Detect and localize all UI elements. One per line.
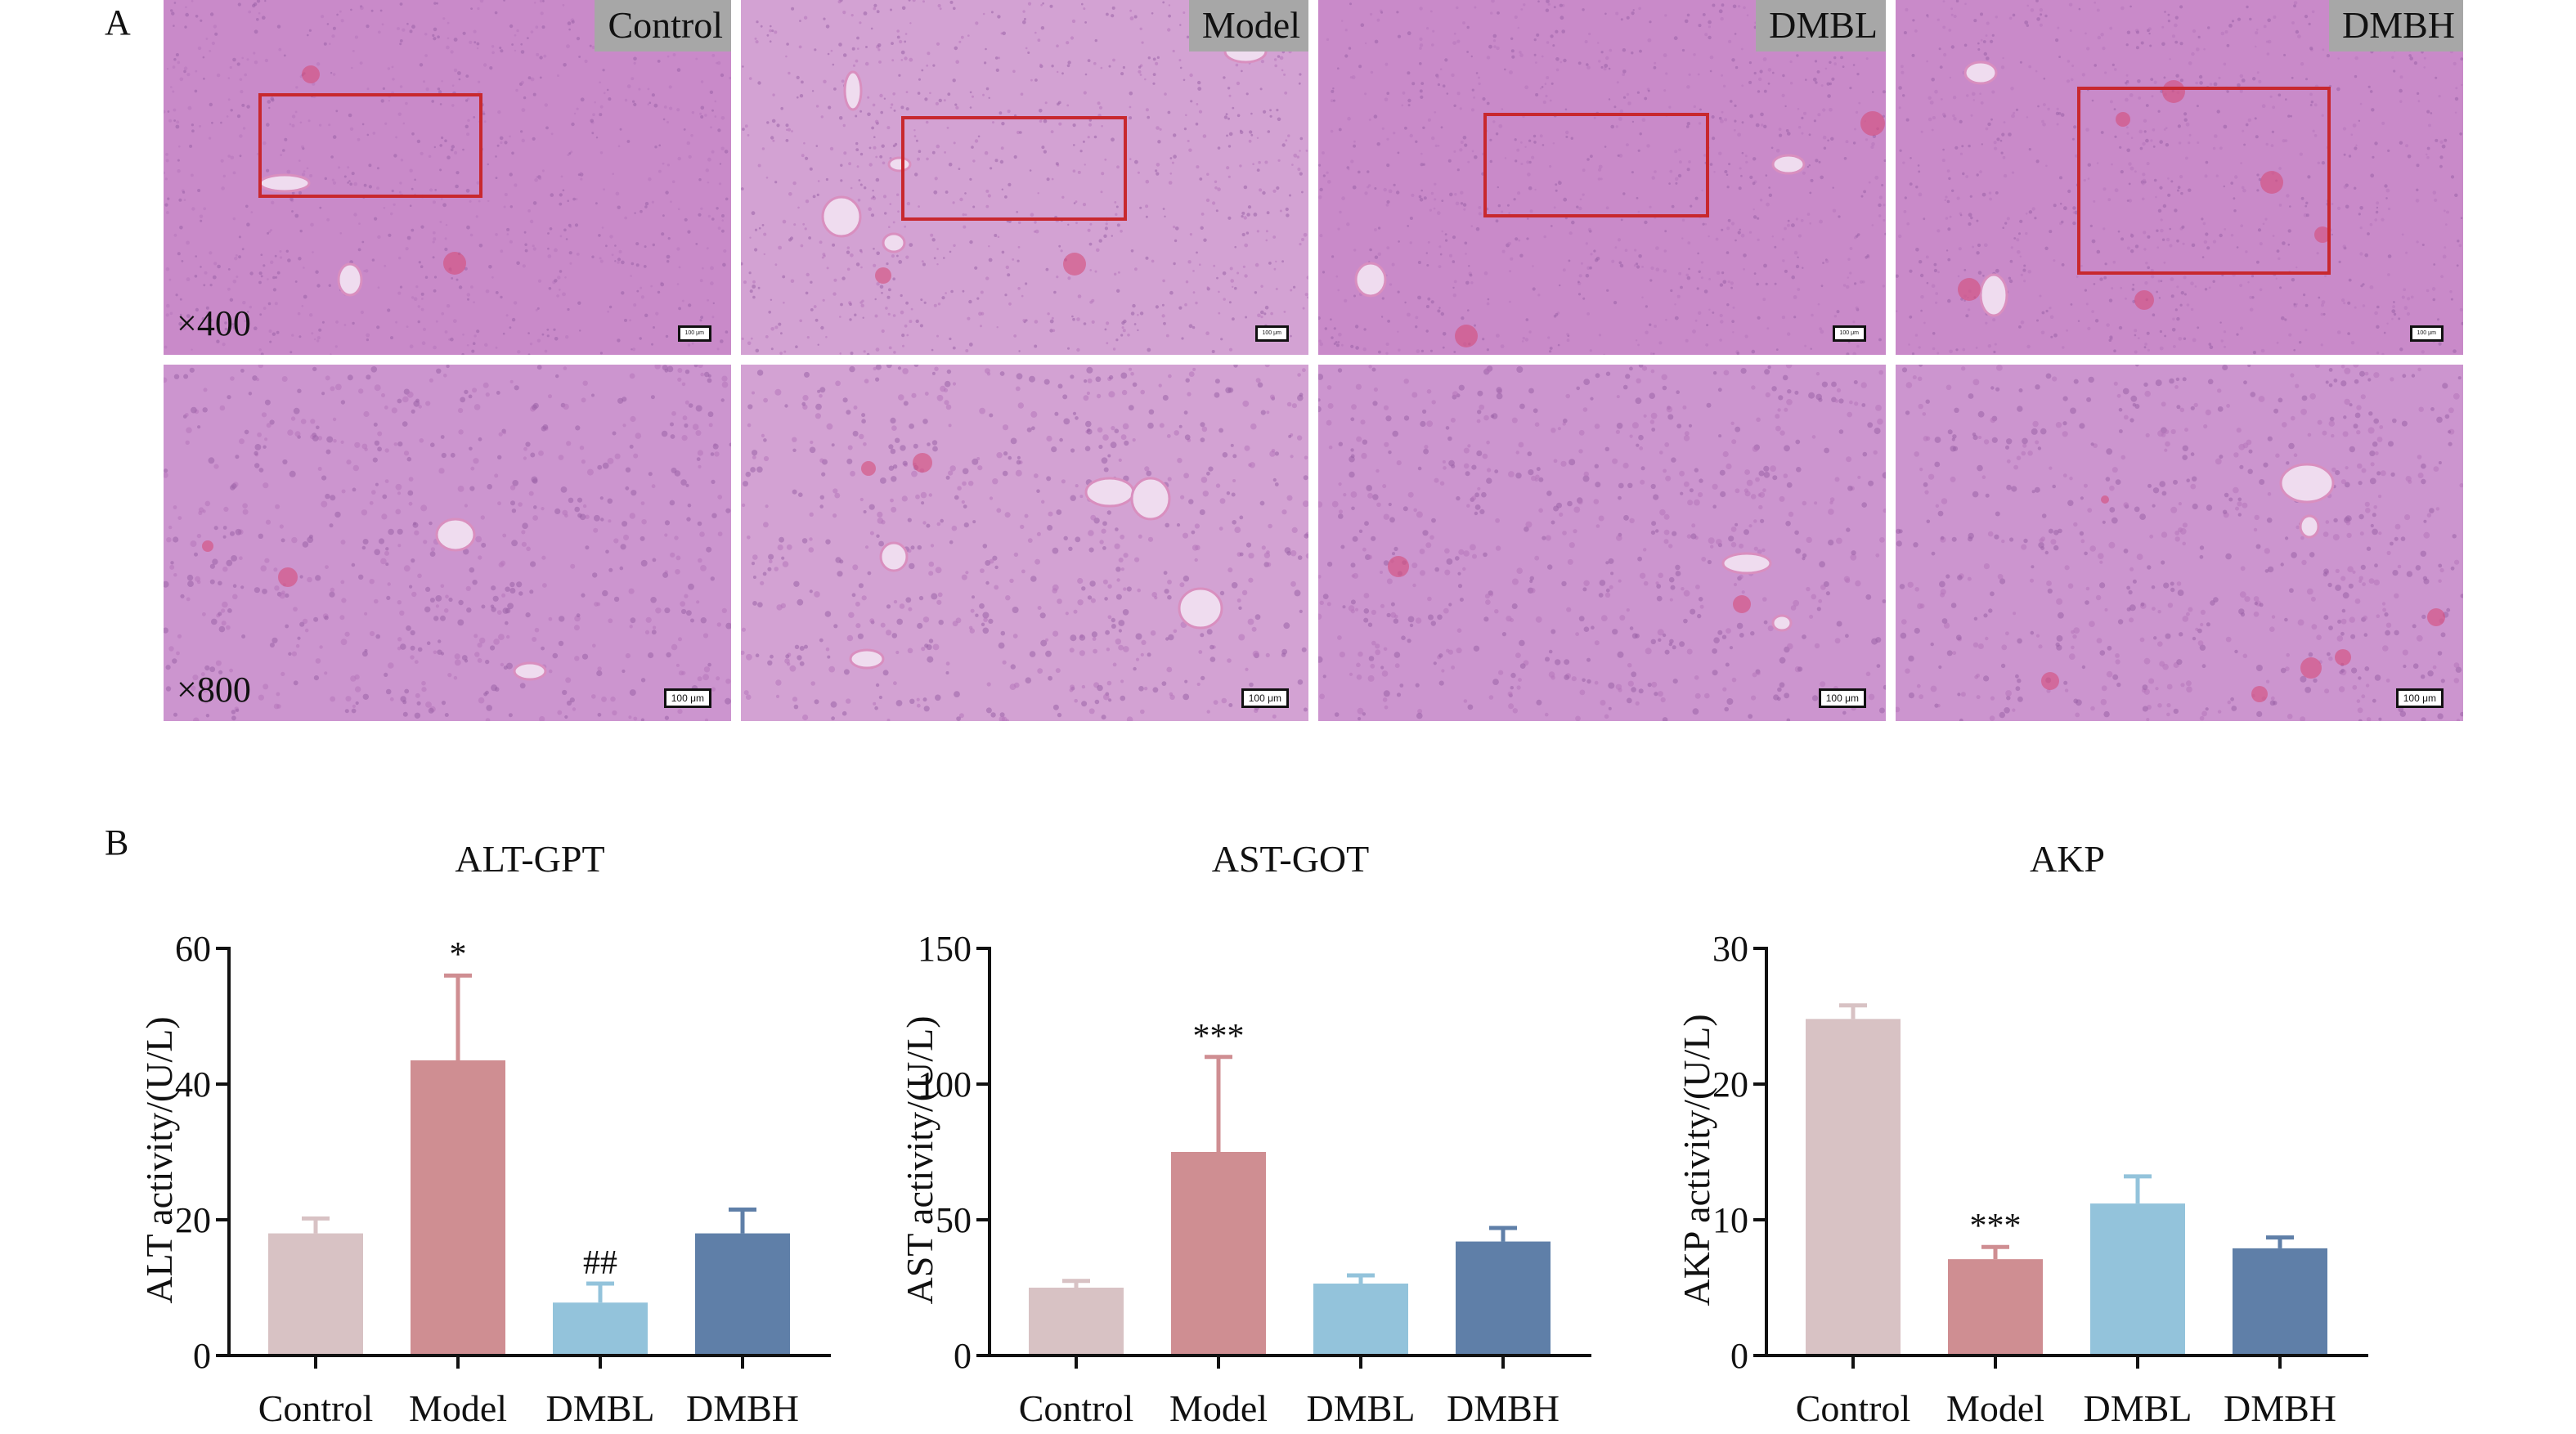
scale-bar: 100 μm <box>2395 688 2444 708</box>
bar-alt-gpt-dmbh <box>695 1233 790 1356</box>
bar-ast-got-control <box>1029 1288 1124 1356</box>
y-tick-label-ast-got: 100 <box>918 1064 972 1105</box>
y-tick-label-alt-gpt: 0 <box>193 1336 211 1376</box>
y-axis-label-ast-got: AST activity/(U/L) <box>899 1015 940 1304</box>
y-tick-label-akp: 30 <box>1712 929 1748 969</box>
bar-ast-got-dmbl <box>1313 1284 1408 1356</box>
bar-alt-gpt-control <box>268 1233 363 1356</box>
bar-akp-model <box>1948 1259 2043 1356</box>
bar-ast-got-dmbh <box>1456 1241 1551 1356</box>
micrograph-dmbl-x400: DMBL 100 μm <box>1318 0 1886 355</box>
micrograph-model-x400: Model 100 μm <box>741 0 1308 355</box>
x-tick-label-akp-dmbh: DMBH <box>2224 1387 2336 1429</box>
tissue-texture <box>164 365 731 721</box>
chart-title-akp: AKP <box>2030 838 2105 880</box>
x-tick-label-ast-got-control: Control <box>1019 1387 1134 1429</box>
scale-bar: 100 μm <box>677 325 711 342</box>
y-tick-label-ast-got: 150 <box>918 929 972 969</box>
y-axis-label-alt-gpt: ALT activity/(U/L) <box>138 1016 180 1303</box>
y-tick-label-alt-gpt: 20 <box>175 1200 211 1240</box>
scale-bar: 100 μm <box>663 688 711 708</box>
micrograph-control-x400: Control ×400 100 μm <box>164 0 731 355</box>
y-tick-label-alt-gpt: 40 <box>175 1064 211 1105</box>
chart-alt: ALT-GPT ALT activity/(U/L) Control * Model ##… <box>123 785 900 1431</box>
bar-ast-got-model <box>1171 1152 1266 1356</box>
scale-bar: 100 μm <box>2409 325 2444 342</box>
magnification-label: ×400 <box>177 303 251 343</box>
group-label-dmbh: DMBH <box>2328 0 2463 52</box>
y-tick-label-ast-got: 0 <box>954 1336 972 1376</box>
x-tick-label-akp-model: Model <box>1946 1387 2044 1429</box>
x-tick-label-alt-gpt-dmbl: DMBL <box>546 1387 655 1429</box>
chart-ast-svg: AST-GOT AST activity/(U/L) Control *** Model… <box>899 838 1591 1429</box>
significance-alt-gpt-dmbl: ## <box>583 1244 617 1282</box>
chart-title-alt-gpt: ALT-GPT <box>455 838 604 880</box>
bar-akp-dmbl <box>2090 1203 2185 1356</box>
x-tick-label-ast-got-dmbh: DMBH <box>1447 1387 1560 1429</box>
x-tick-label-akp-control: Control <box>1796 1387 1911 1429</box>
tissue-texture <box>1318 365 1886 721</box>
micrograph-model-x800: 100 μm <box>741 365 1308 721</box>
x-tick-label-ast-got-model: Model <box>1169 1387 1268 1429</box>
y-axis-label-akp: AKP activity/(U/L) <box>1676 1014 1717 1306</box>
bar-akp-control <box>1806 1019 1901 1356</box>
bar-alt-gpt-model <box>411 1060 505 1356</box>
group-label-control: Control <box>595 0 731 52</box>
tissue-texture <box>1318 0 1886 355</box>
region-of-interest-box <box>258 93 482 198</box>
scale-bar: 100 μm <box>1832 325 1866 342</box>
panel-b-letter: B <box>105 822 129 863</box>
chart-title-ast-got: AST-GOT <box>1212 838 1370 880</box>
y-tick-label-akp: 20 <box>1712 1064 1748 1105</box>
magnification-label: ×800 <box>177 670 251 710</box>
y-tick-label-ast-got: 50 <box>936 1200 972 1240</box>
region-of-interest-box <box>2077 87 2331 275</box>
scale-bar: 100 μm <box>1241 688 1289 708</box>
tissue-texture <box>741 365 1308 721</box>
y-tick-label-akp: 10 <box>1712 1200 1748 1240</box>
y-tick-label-akp: 0 <box>1730 1336 1748 1376</box>
scale-bar: 100 μm <box>1818 688 1866 708</box>
micrograph-dmbh-x800: 100 μm <box>1896 365 2463 721</box>
x-tick-label-ast-got-dmbl: DMBL <box>1307 1387 1416 1429</box>
x-tick-label-alt-gpt-control: Control <box>258 1387 374 1429</box>
x-tick-label-alt-gpt-dmbh: DMBH <box>686 1387 799 1429</box>
chart-ast: AST-GOT AST activity/(U/L) Control *** Model… <box>883 785 1660 1431</box>
tissue-texture <box>1896 365 2463 721</box>
bar-akp-dmbh <box>2233 1248 2327 1356</box>
tissue-texture <box>1896 0 2463 355</box>
micrograph-dmbl-x800: 100 μm <box>1318 365 1886 721</box>
micrograph-dmbh-x400: DMBH 100 μm <box>1896 0 2463 355</box>
bar-alt-gpt-dmbl <box>553 1302 648 1356</box>
chart-alt-svg: ALT-GPT ALT activity/(U/L) Control * Model ##… <box>138 838 831 1429</box>
micrograph-control-x800: ×800 100 μm <box>164 365 731 721</box>
group-label-dmbl: DMBL <box>1756 0 1886 52</box>
group-label-model: Model <box>1188 0 1308 52</box>
y-tick-label-alt-gpt: 60 <box>175 929 211 969</box>
x-tick-label-akp-dmbl: DMBL <box>2084 1387 2192 1429</box>
region-of-interest-box <box>1483 113 1709 217</box>
significance-alt-gpt-model: * <box>450 936 467 974</box>
micrograph-grid: Control ×400 100 μm Model 100 μm DMBL 100 μm DM… <box>164 0 2463 721</box>
panel-a-letter: A <box>105 2 131 43</box>
chart-akp: AKP AKP activity/(U/L) Control *** Model DMBL… <box>1660 785 2478 1431</box>
region-of-interest-box <box>901 116 1127 221</box>
significance-akp-model: *** <box>1970 1208 2022 1245</box>
chart-akp-svg: AKP AKP activity/(U/L) Control *** Model DMBL… <box>1676 838 2368 1429</box>
significance-ast-got-model: *** <box>1193 1018 1245 1055</box>
x-tick-label-alt-gpt-model: Model <box>409 1387 507 1429</box>
scale-bar: 100 μm <box>1254 325 1289 342</box>
